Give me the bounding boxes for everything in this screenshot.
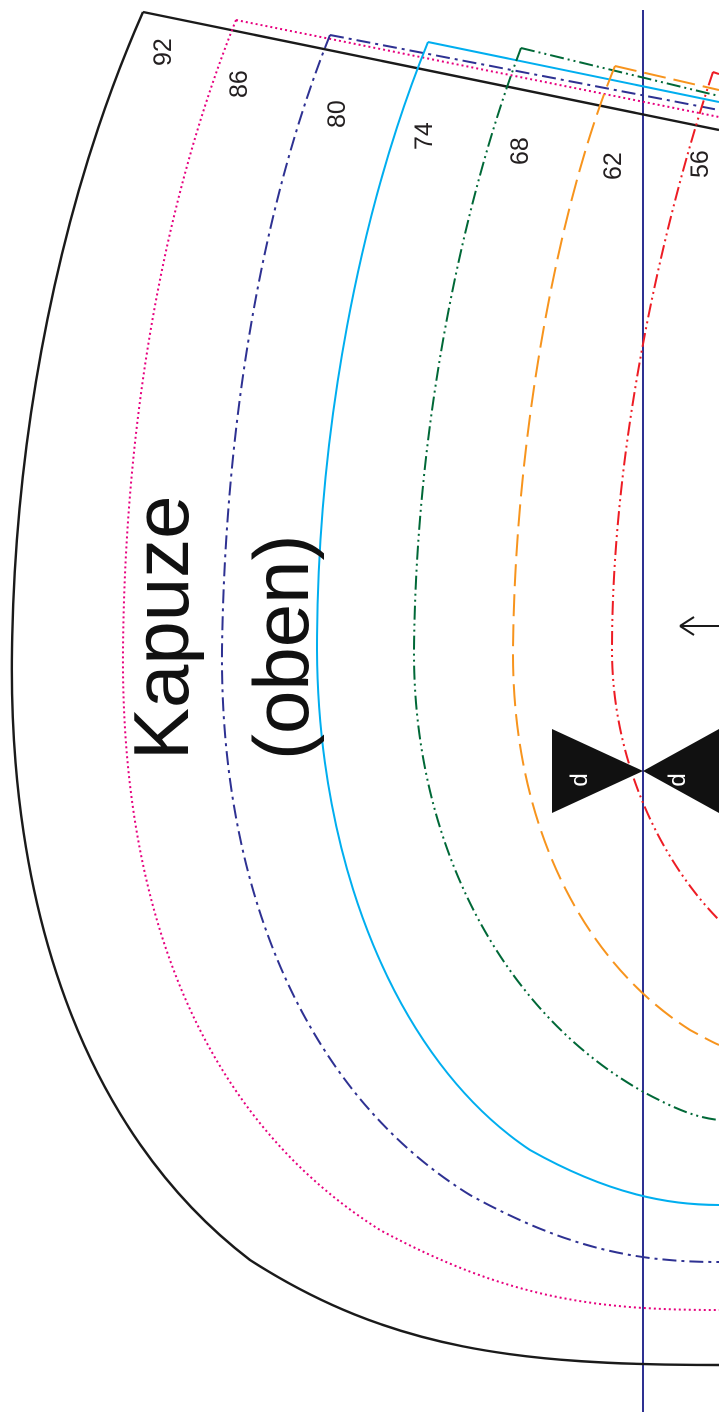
size-label-74: 74 bbox=[410, 122, 438, 150]
size-label-92: 92 bbox=[149, 38, 177, 66]
outline-size-80 bbox=[220, 34, 719, 1263]
outline-size-56 bbox=[610, 71, 719, 921]
outline-size-74 bbox=[315, 41, 719, 1206]
outline-size-86 bbox=[121, 19, 719, 1311]
outline-size-68 bbox=[412, 47, 719, 1121]
size-label-68: 68 bbox=[506, 137, 534, 165]
size-labels: 92 86 80 74 68 62 56 bbox=[149, 38, 714, 180]
notch-marker-left: d bbox=[552, 729, 643, 813]
grain-arrow bbox=[679, 616, 719, 636]
size-label-62: 62 bbox=[599, 152, 627, 180]
size-outlines bbox=[10, 10, 719, 1367]
notch-marker-left-label: d bbox=[566, 773, 593, 786]
size-label-56: 56 bbox=[686, 150, 714, 178]
outline-size-92 bbox=[10, 10, 719, 1367]
notch-marker-right: d bbox=[643, 729, 719, 813]
notch-marker-right-label: d bbox=[664, 773, 691, 786]
size-label-86: 86 bbox=[225, 70, 253, 98]
pattern-subtitle: (oben) bbox=[237, 535, 325, 760]
pattern-title: Kapuze bbox=[117, 495, 205, 760]
size-label-80: 80 bbox=[323, 100, 351, 128]
outline-size-62 bbox=[511, 65, 719, 1046]
